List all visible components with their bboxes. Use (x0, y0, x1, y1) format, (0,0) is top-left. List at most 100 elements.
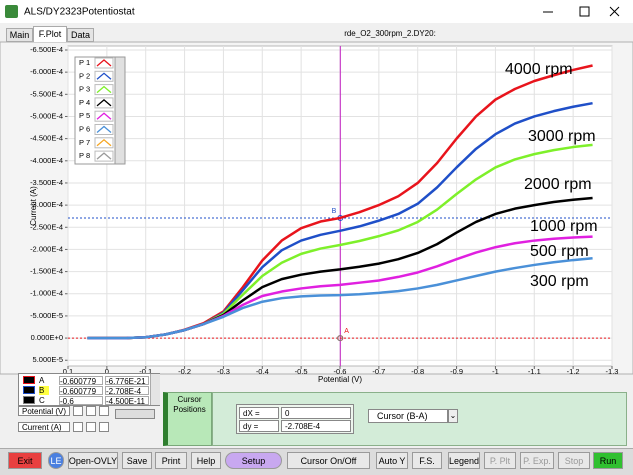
close-button[interactable] (609, 6, 620, 17)
dy-label: dy = (239, 420, 279, 432)
series-line (87, 257, 593, 340)
button[interactable]: Cursor On/Off (287, 452, 370, 469)
annotation: 1000 rpm (530, 218, 598, 235)
button[interactable]: Setup (225, 452, 282, 469)
button[interactable]: Legend (448, 452, 480, 469)
legend-label: P 7 (79, 138, 90, 147)
zoom-tools[interactable] (115, 409, 155, 419)
annotation: 500 rpm (530, 243, 589, 260)
cursor-positions-tab[interactable]: Cursor Positions (163, 392, 212, 446)
legend-swatch (94, 70, 114, 82)
x-tick-label: -0.5 (295, 367, 308, 376)
x-tick-label: -1.3 (606, 367, 619, 376)
legend-swatch-line (96, 59, 112, 67)
window-title: ALS/DY2323Potentiostat (24, 7, 135, 18)
cursor-point (337, 335, 343, 342)
tool-icon[interactable] (99, 406, 109, 416)
y-tick-label: 5.000E-5 (33, 355, 63, 364)
legend-swatch-line (96, 99, 112, 107)
dx-label: dX = (239, 407, 279, 419)
dy-value: -2.708E-4 (281, 420, 351, 432)
x-tick-label: -0.4 (256, 367, 269, 376)
y-tick-label: -5.500E-4 (30, 89, 63, 98)
tool-icon[interactable] (73, 422, 83, 432)
y-tick-label: -5.000E-4 (30, 111, 63, 120)
x-tick-label: -1 (492, 367, 499, 376)
cursor-x: -0.6 (59, 396, 103, 406)
y-tick-label: -1.000E-4 (30, 289, 63, 298)
file-name: rde_O2_300rpm_2.DY20: (344, 29, 436, 38)
tab[interactable]: Data (67, 28, 94, 42)
tool-icon[interactable] (86, 422, 96, 432)
x-tick-label: -0.1 (139, 367, 152, 376)
annotation: 300 rpm (530, 273, 589, 290)
legend-label: P 4 (79, 98, 90, 107)
y-tick-label: -6.500E-4 (30, 45, 63, 54)
legend-swatch (94, 124, 114, 135)
legend-swatch (94, 150, 114, 162)
x-tick-label: 0.1 (63, 367, 73, 376)
x-tick-label: 0 (105, 367, 109, 376)
x-tick-label: -0.6 (334, 367, 347, 376)
cursor-label: A (344, 328, 349, 335)
legend-label: P 1 (79, 58, 90, 67)
cursor-name: A (39, 376, 49, 385)
y-tick-label: -1.500E-4 (30, 267, 63, 276)
tool-icon[interactable] (86, 406, 96, 416)
tab[interactable]: Main (6, 28, 33, 42)
tool-icon[interactable] (99, 422, 109, 432)
y-tick-label: -2.000E-4 (30, 244, 63, 253)
button[interactable]: Run (593, 452, 623, 469)
legend-swatch (94, 84, 114, 96)
annotation: 2000 rpm (524, 176, 592, 193)
annotation: 4000 rpm (505, 61, 573, 78)
cursor-panel: dX = 0 dy = -2.708E-4 Cursor (B-A) ⌄ (212, 392, 627, 446)
cursor-y: -4.500E-11 (105, 396, 149, 406)
dropdown-arrow[interactable]: ⌄ (448, 409, 458, 423)
button[interactable]: Exit (8, 452, 42, 469)
maximize-button[interactable] (579, 6, 590, 17)
button[interactable]: Help (191, 452, 221, 469)
y-tick-label: -4.000E-4 (30, 156, 63, 165)
cursor-y: -2.708E-4 (105, 386, 149, 396)
x-tick-label: -0.3 (217, 367, 230, 376)
cursor-list: A -0.600779 -6.776E-21 B -0.600779 -2.708E-4 C… (18, 373, 160, 406)
legend-label: P 2 (79, 71, 90, 80)
cursor-label: B (332, 208, 337, 215)
button[interactable]: Print (155, 452, 187, 469)
button[interactable]: LE (48, 452, 64, 469)
legend-label: P 6 (79, 124, 90, 133)
button[interactable]: Save (122, 452, 152, 469)
button[interactable]: P. Plt (484, 452, 516, 469)
legend-swatch (94, 137, 114, 149)
app-icon (5, 5, 18, 18)
y-tick-label: 0.000E+0 (31, 333, 63, 342)
y-axis-select[interactable]: Current (A) (18, 422, 70, 432)
tool-icon[interactable] (73, 406, 83, 416)
button[interactable]: P. Exp. (520, 452, 554, 469)
button[interactable]: Auto Y (376, 452, 408, 469)
legend-swatch-line (96, 138, 112, 147)
dx-value: 0 (281, 407, 351, 419)
legend-swatch (94, 110, 114, 122)
legend-swatch-line (96, 72, 112, 80)
legend-swatch-line (96, 85, 112, 94)
legend-scrollbar[interactable] (114, 56, 126, 165)
tab-active[interactable]: F.Plot (33, 26, 67, 42)
legend-label: P 5 (79, 111, 90, 120)
button[interactable]: Stop (558, 452, 590, 469)
y-axis-label: Current (A) (29, 186, 38, 226)
y-tick-label: -3.000E-4 (30, 200, 63, 209)
cursor-swatch (23, 396, 35, 404)
button[interactable]: Open-OVLY (68, 452, 118, 469)
cursor-mode-select[interactable]: Cursor (B-A) (368, 409, 448, 423)
cursor-y: -6.776E-21 (105, 376, 149, 386)
cursor-x: -0.600779 (59, 376, 103, 386)
x-axis-select[interactable]: Potential (V) (18, 406, 70, 416)
scrollbar[interactable] (150, 374, 160, 405)
title-bar (0, 0, 633, 23)
legend-label: P 8 (79, 151, 90, 160)
button[interactable]: F.S. (412, 452, 442, 469)
